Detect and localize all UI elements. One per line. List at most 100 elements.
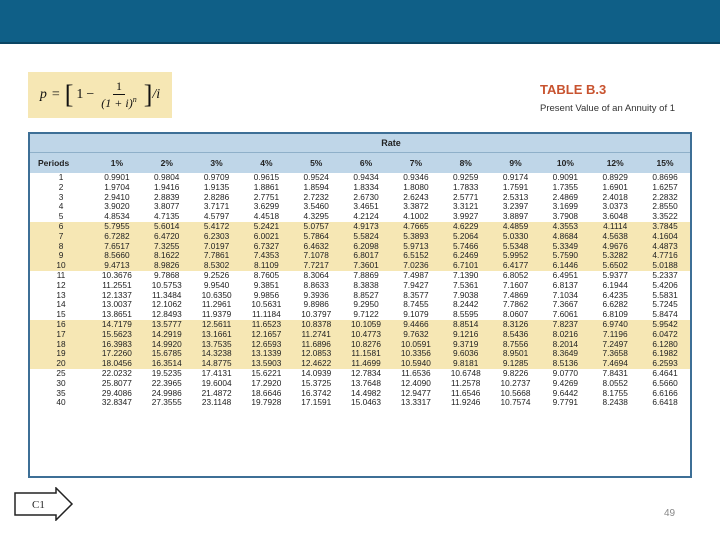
rate-column-header: 12% — [590, 152, 641, 173]
annuity-value-cell: 15.5623 — [92, 329, 142, 340]
table-row: 14 13.0037 12.1062 11.2961 10.5631 9.8986 9.29… — [30, 300, 690, 310]
annuity-value-cell: 7.4353 — [241, 251, 292, 262]
annuity-value-cell: 8.8514 — [440, 319, 491, 330]
annuity-value-cell: 12.8493 — [151, 309, 182, 320]
annuity-value-cell: 7.9427 — [403, 279, 429, 290]
annuity-value-cell: 6.1280 — [640, 339, 690, 350]
formula-left-bracket: [ — [64, 80, 74, 109]
annuity-value-cell: 7.4869 — [502, 289, 529, 300]
annuity-value-cell: 12.1657 — [241, 329, 292, 340]
annuity-value-cell: 4.8534 — [104, 211, 130, 222]
formula-denominator-base: (1 + i) — [101, 96, 133, 110]
annuity-value-cell: 4.4518 — [253, 211, 280, 222]
annuity-value-cell: 5.4206 — [652, 279, 678, 290]
annuity-value-cell: 8.3064 — [303, 269, 329, 280]
annuity-value-cell: 7.3667 — [552, 299, 579, 310]
annuity-value-cell: 2.6243 — [403, 191, 429, 202]
annuity-value-cell: 29.4086 — [101, 387, 132, 398]
period-cell: 9 — [30, 251, 92, 262]
annuity-value-cell: 8.5660 — [92, 251, 142, 262]
annuity-value-cell: 10.5631 — [251, 299, 282, 310]
annuity-value-cell: 11.9246 — [451, 397, 481, 408]
annuity-value-cell: 4.3553 — [540, 221, 591, 232]
table-row: 19 17.2260 15.6785 14.3238 13.1339 12.0853 11.… — [30, 349, 690, 360]
annuity-value-cell: 11.2741 — [291, 329, 342, 340]
nav-arrow-label: C1 — [32, 499, 45, 511]
annuity-value-cell: 8.0607 — [502, 309, 529, 320]
annuity-value-cell: 5.7245 — [652, 299, 678, 310]
period-cell: 5 — [58, 211, 64, 222]
annuity-value-cell: 10.3356 — [390, 349, 441, 360]
annuity-value-cell: 0.9346 — [403, 172, 429, 182]
annuity-value-cell: 6.6418 — [652, 397, 678, 408]
period-cell: 4 — [58, 201, 64, 212]
annuity-value-cell: 5.9377 — [602, 269, 628, 280]
period-cell: 11 — [56, 269, 66, 280]
annuity-value-cell: 9.4713 — [92, 260, 142, 271]
annuity-value-cell: 2.2832 — [652, 191, 678, 202]
annuity-value-cell: 1.9135 — [203, 181, 230, 192]
annuity-value-cell: 10.3676 — [101, 269, 132, 280]
annuity-value-cell: 5.3282 — [590, 251, 641, 262]
annuity-value-cell: 8.1755 — [602, 387, 628, 398]
annuity-value-cell: 14.4982 — [351, 387, 382, 398]
annuity-value-cell: 11.2961 — [201, 299, 232, 310]
table-row: 12 11.2551 10.5753 9.9540 9.3851 8.8633 8.3838… — [30, 279, 690, 291]
annuity-value-cell: 22.3965 — [151, 377, 182, 388]
annuity-value-cell: 10.2737 — [500, 377, 531, 388]
annuity-value-cell: 6.2593 — [640, 358, 690, 369]
annuity-value-cell: 2.4018 — [602, 191, 628, 202]
annuity-value-cell: 15.0463 — [351, 397, 382, 408]
annuity-value-cell: 8.5436 — [490, 329, 541, 340]
period-cell: 13 — [56, 289, 66, 300]
period-cell: 2 — [58, 181, 64, 192]
nav-arrow-button[interactable]: C1 — [14, 487, 74, 521]
annuity-value-cell: 12.7834 — [351, 367, 382, 378]
annuity-value-cell: 16.3742 — [301, 387, 332, 398]
annuity-value-cell: 4.9173 — [341, 221, 391, 232]
annuity-value-cell: 6.6166 — [652, 387, 678, 398]
annuity-value-cell: 0.8696 — [652, 172, 678, 182]
table-row: 1 0.9901 0.9804 0.9709 0.9615 0.9524 0.9434 0.9… — [30, 172, 690, 183]
annuity-value-cell: 13.7648 — [351, 377, 382, 388]
annuity-value-cell: 5.7466 — [440, 241, 491, 252]
annuity-value-cell: 6.1446 — [540, 260, 591, 271]
annuity-value-cell: 14.9920 — [141, 339, 192, 350]
period-cell: 40 — [56, 397, 66, 408]
annuity-value-cell: 8.1622 — [141, 251, 192, 262]
annuity-value-cell: 3.6048 — [602, 211, 628, 222]
period-cell: 8 — [30, 241, 92, 252]
annuity-value-cell: 5.8474 — [652, 309, 678, 320]
table-row: 10 9.4713 8.9826 8.5302 8.1109 7.7217 7.3601 7.… — [30, 260, 690, 271]
period-cell: 12 — [56, 279, 66, 290]
annuity-value-cell: 8.3649 — [540, 349, 591, 360]
annuity-value-cell: 1.8861 — [253, 181, 280, 192]
annuity-value-cell: 8.9826 — [141, 260, 192, 271]
table-row: 40 32.8347 27.3555 23.1148 19.7928 17.1591 15.… — [30, 398, 690, 408]
formula-fraction: 1 (1 + i)n — [98, 79, 139, 111]
annuity-value-cell: 12.1062 — [151, 299, 182, 310]
annuity-value-cell: 17.4131 — [201, 367, 232, 378]
annuity-value-cell: 0.9091 — [552, 172, 579, 182]
annuity-value-cell: 7.8237 — [540, 319, 591, 330]
annuity-value-cell: 8.8527 — [353, 289, 379, 300]
annuity-value-cell: 7.9038 — [453, 289, 479, 300]
formula-right-bracket: ] — [143, 80, 153, 109]
title-bar — [0, 0, 720, 44]
annuity-value-cell: 2.8550 — [652, 201, 678, 212]
annuity-value-cell: 11.2551 — [102, 279, 132, 290]
annuity-value-cell: 1.6257 — [652, 181, 678, 192]
annuity-value-cell: 5.0330 — [490, 231, 541, 242]
annuity-value-cell: 6.1982 — [640, 349, 690, 360]
formula-minus: − — [86, 87, 95, 102]
annuity-value-cell: 7.2497 — [590, 339, 641, 350]
annuity-value-cell: 6.8109 — [602, 309, 628, 320]
table-row: 15 13.8651 12.8493 11.9379 11.1184 10.3797 9.7… — [30, 309, 690, 320]
annuity-value-cell: 6.0472 — [640, 329, 690, 340]
annuity-value-cell: 3.6299 — [253, 201, 280, 212]
annuity-value-cell: 10.6748 — [450, 367, 481, 378]
annuity-value-cell: 6.8052 — [502, 269, 529, 280]
annuity-value-cell: 18.0456 — [92, 358, 142, 369]
annuity-value-cell: 5.7590 — [540, 251, 591, 262]
annuity-value-cell: 6.4177 — [490, 260, 541, 271]
